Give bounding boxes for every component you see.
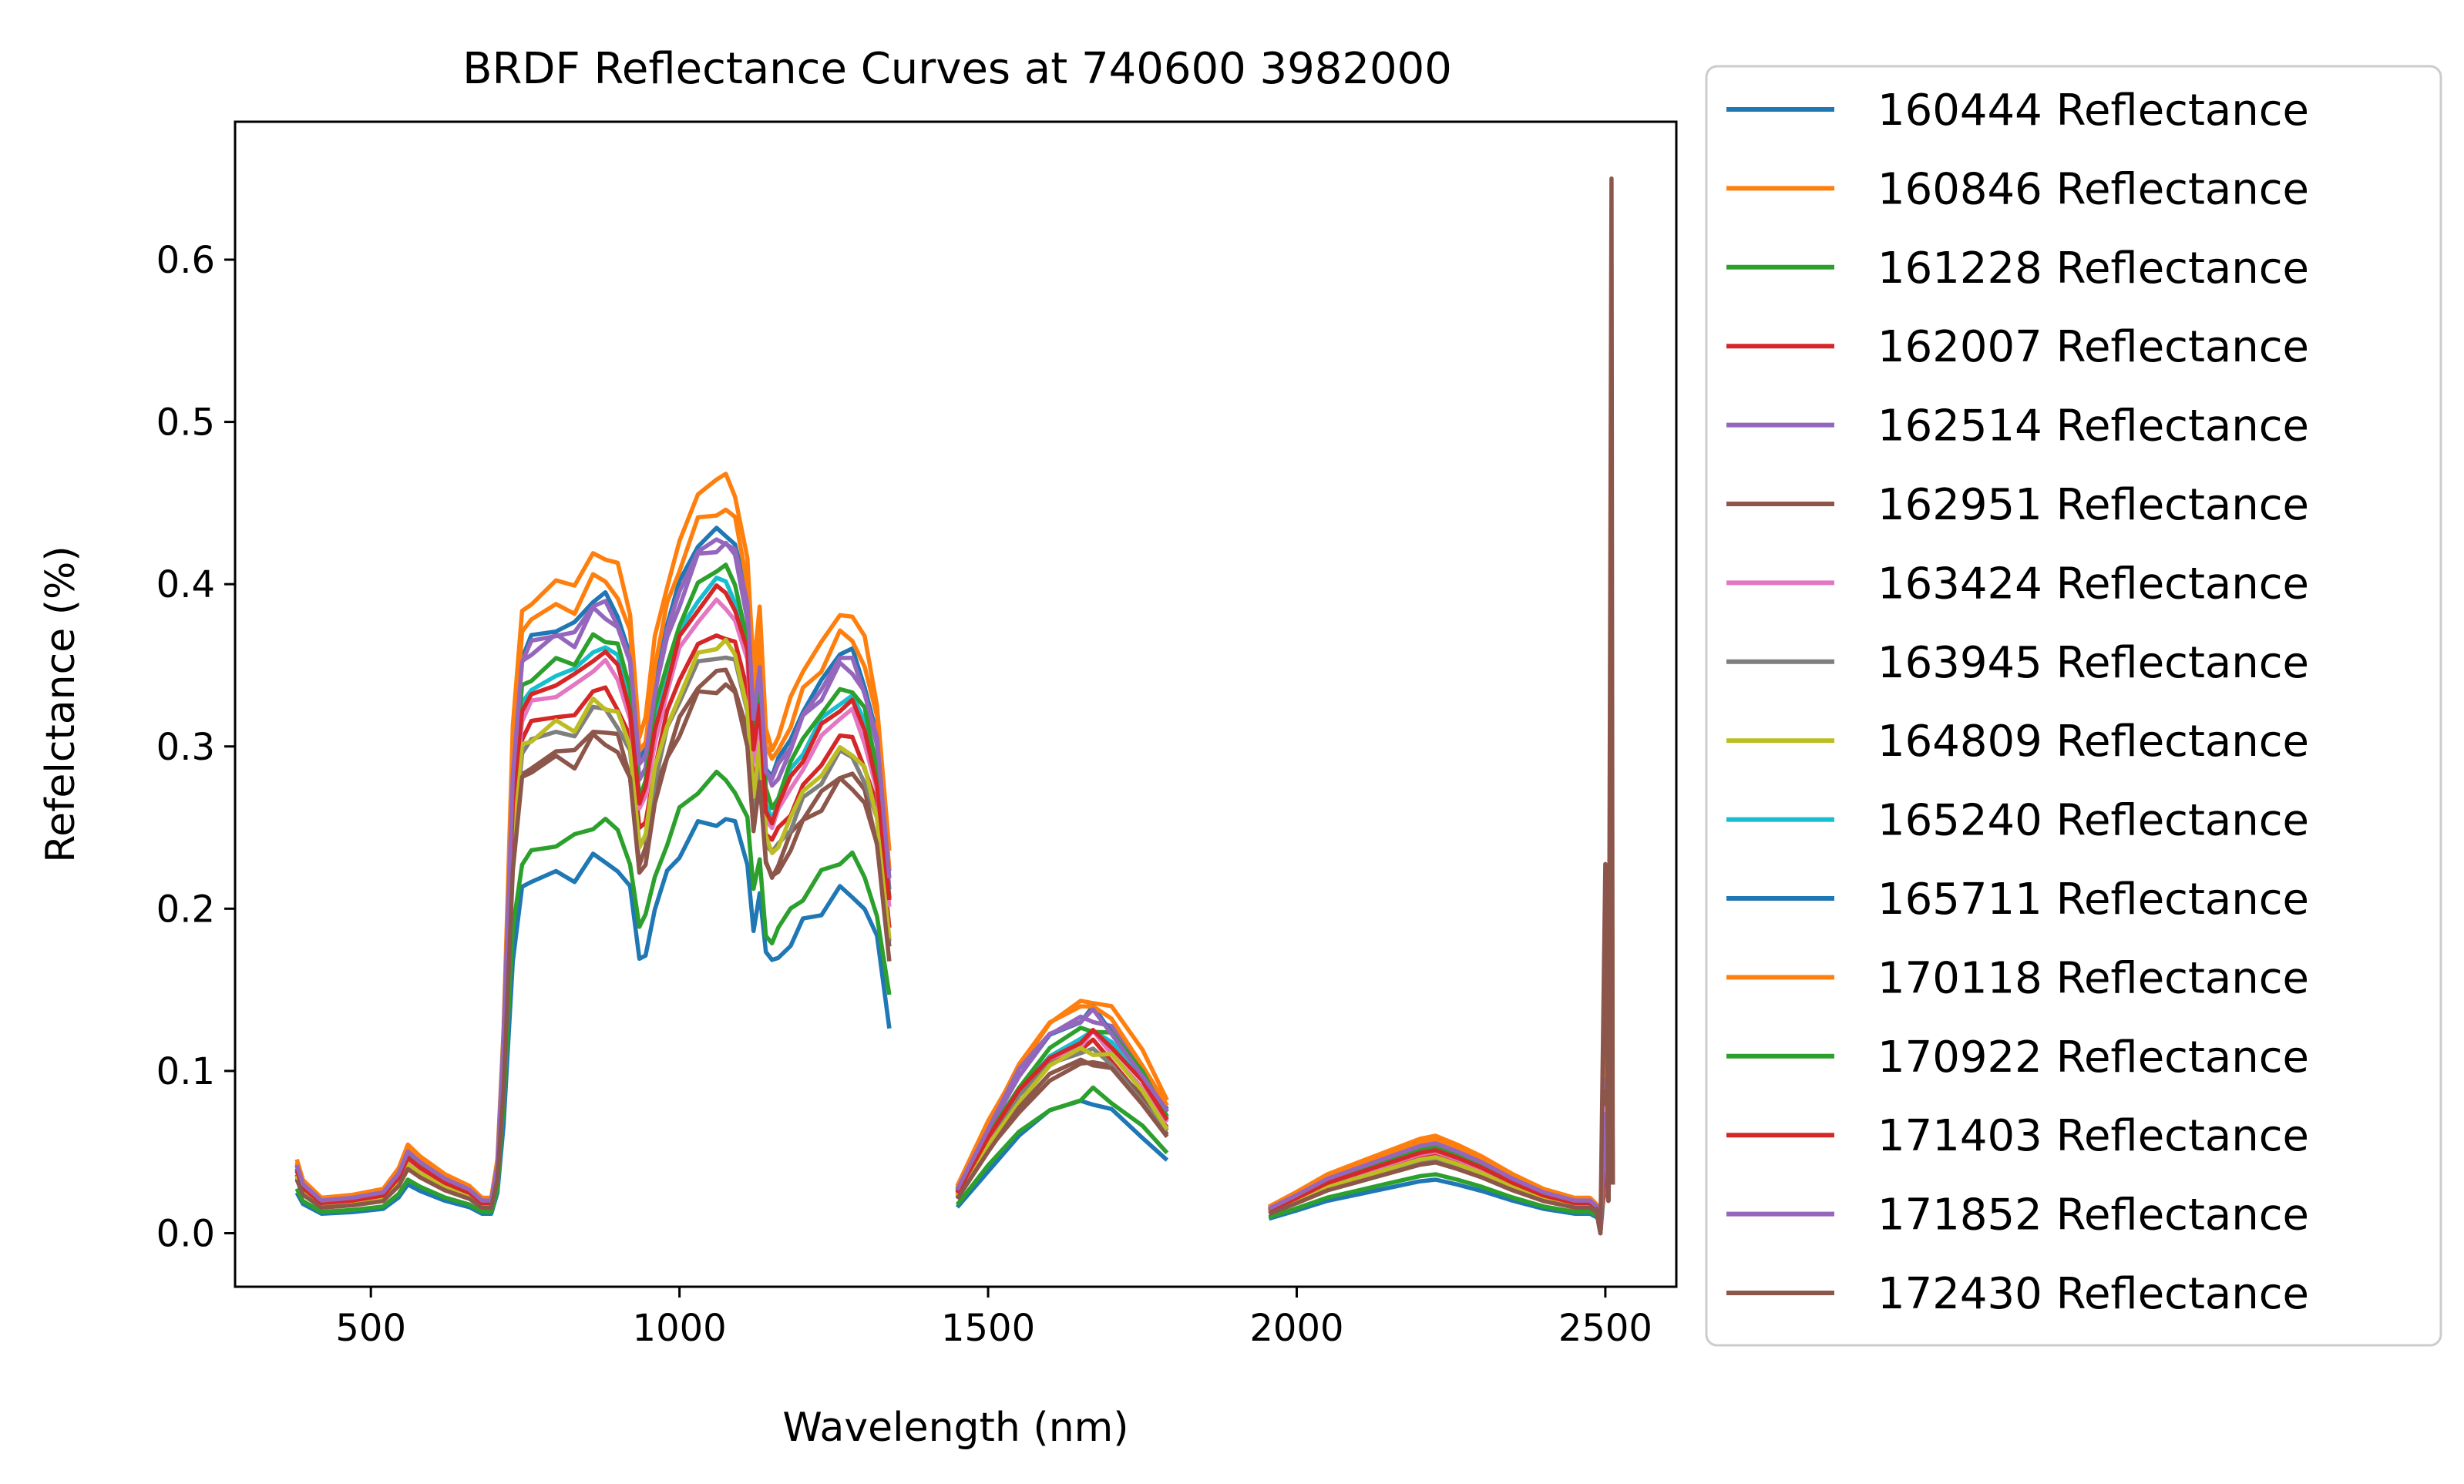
x-tick-label: 1000 [633, 1307, 727, 1350]
y-tick-label: 0.6 [156, 239, 215, 282]
series-line [294, 507, 1615, 1236]
x-tick-label: 2000 [1249, 1307, 1343, 1350]
chart-title: BRDF Reflectance Curves at 740600 398200… [462, 44, 1452, 94]
y-tick-label: 0.1 [156, 1050, 215, 1093]
legend-label: 164809 Reflectance [1877, 717, 2309, 767]
y-axis-label: Refelctance (%) [38, 546, 84, 862]
series-line [294, 540, 1615, 1236]
legend-label: 162514 Reflectance [1877, 401, 2309, 452]
y-tick-label: 0.4 [156, 563, 215, 606]
y-tick-label: 0.5 [156, 401, 215, 445]
y-tick-label: 0.2 [156, 888, 215, 931]
x-tick-label: 500 [335, 1307, 406, 1350]
legend-label: 160444 Reflectance [1877, 86, 2309, 136]
legend-label: 165240 Reflectance [1877, 796, 2309, 846]
plot-frame [234, 120, 1678, 1288]
series-line [294, 597, 1615, 1236]
legend-label: 171403 Reflectance [1877, 1111, 2309, 1161]
y-tick-label: 0.3 [156, 726, 215, 769]
legend-label: 162951 Reflectance [1877, 480, 2309, 530]
y-tick-label: 0.0 [156, 1213, 215, 1256]
x-tick-label: 2500 [1558, 1307, 1652, 1350]
y-axis-ticks: 0.0 0.1 0.2 0.3 0.4 0.5 0.6 [156, 239, 235, 1256]
series-line [294, 583, 1615, 1236]
legend-frame [1705, 65, 2442, 1347]
legend-label: 163945 Reflectance [1877, 638, 2309, 688]
x-tick-label: 1500 [941, 1307, 1035, 1350]
x-axis-label: Wavelength (nm) [782, 1405, 1128, 1451]
legend: 160444 Reflectance 160846 Reflectance 1612… [1705, 65, 2442, 1347]
legend-label: 172430 Reflectance [1877, 1269, 2309, 1319]
legend-label: 162007 Reflectance [1877, 322, 2309, 372]
legend-label: 163424 Reflectance [1877, 559, 2309, 609]
legend-label: 161228 Reflectance [1877, 243, 2309, 294]
legend-label: 165711 Reflectance [1877, 875, 2309, 925]
series-line [294, 562, 1615, 1236]
plot-lines [294, 176, 1615, 1236]
series-line [294, 176, 1615, 1236]
legend-label: 160846 Reflectance [1877, 164, 2309, 214]
series-line [294, 576, 1615, 1236]
series-line [294, 525, 1615, 1236]
legend-label: 170922 Reflectance [1877, 1032, 2309, 1083]
legend-label: 170118 Reflectance [1877, 953, 2309, 1003]
series-line [294, 537, 1615, 1236]
x-axis-ticks: 500 1000 1500 2000 2500 [335, 1287, 1652, 1350]
series-line [294, 472, 1615, 1236]
legend-label: 171852 Reflectance [1877, 1190, 2309, 1241]
